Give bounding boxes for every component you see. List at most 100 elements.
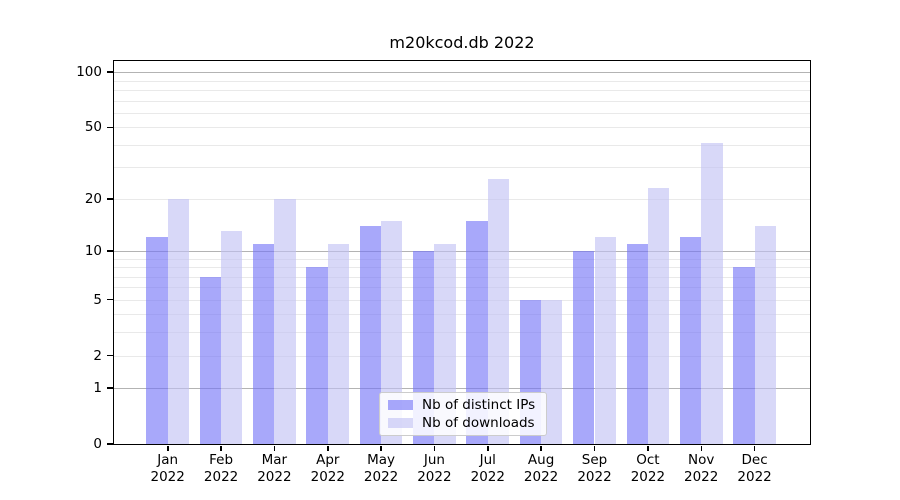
x-tick-label: Apr 2022 — [296, 452, 360, 486]
y-tick — [107, 198, 113, 200]
x-tick-label-year: 2022 — [684, 469, 719, 485]
y-tick — [107, 250, 113, 252]
x-tick-label-month: Sep — [581, 452, 608, 468]
x-tick-label-year: 2022 — [630, 469, 666, 485]
bar-distinct-ips — [199, 276, 222, 444]
y-tick-label: 50 — [84, 119, 102, 136]
x-tick-label-month: Dec — [741, 452, 768, 468]
x-tick — [167, 445, 169, 451]
y-tick — [107, 354, 113, 357]
x-tick — [593, 445, 596, 451]
bar-distinct-ips — [573, 250, 595, 444]
x-tick-label-year: 2022 — [310, 469, 345, 485]
bar-downloads — [327, 243, 350, 444]
x-tick-label-month: May — [367, 452, 396, 468]
x-tick-label-month: Aug — [527, 452, 555, 468]
bar-downloads — [647, 187, 670, 444]
bar-distinct-ips — [359, 225, 382, 444]
x-tick-label: Nov 2022 — [669, 452, 733, 486]
x-tick-label-month: Jun — [423, 452, 445, 468]
y-tick-label: 10 — [84, 242, 102, 259]
legend-swatch-downloads — [388, 417, 413, 428]
gridline-minor — [114, 89, 810, 91]
bar-downloads — [594, 237, 616, 444]
legend: Nb of distinct IPs Nb of downloads — [379, 392, 547, 436]
legend-item-downloads: Nb of downloads — [388, 415, 538, 431]
y-tick — [107, 387, 113, 389]
bar-distinct-ips — [679, 237, 702, 444]
y-tick-label: 5 — [93, 291, 102, 308]
bar-distinct-ips — [626, 243, 648, 444]
x-tick — [540, 445, 542, 451]
y-tick-label: 0 — [93, 436, 102, 452]
x-tick-label: May 2022 — [349, 452, 413, 486]
gridline-major — [114, 72, 810, 74]
x-tick-label-month: Jul — [479, 452, 496, 468]
x-tick-label-month: Apr — [316, 452, 340, 468]
y-tick-label: 20 — [84, 190, 102, 207]
x-tick-label-month: Oct — [636, 452, 660, 468]
gridline-minor — [114, 127, 810, 129]
bar-distinct-ips — [253, 243, 275, 444]
x-tick-label-year: 2022 — [363, 469, 399, 485]
y-tick — [107, 126, 113, 128]
x-tick — [220, 445, 222, 451]
bar-downloads — [487, 178, 510, 444]
y-tick — [107, 71, 113, 73]
x-tick-label: Dec 2022 — [723, 452, 787, 486]
x-tick-label-month: Nov — [688, 452, 715, 468]
y-tick — [107, 443, 113, 445]
x-tick-label: Sep 2022 — [563, 452, 627, 486]
bar-downloads — [221, 231, 243, 444]
plot-area: m20kcod.db 2022 0 1 2 5 10 20 50 100 Jan 2022 Feb 2… — [76, 33, 811, 485]
x-tick-label-year: 2022 — [523, 469, 559, 485]
y-tick — [107, 298, 113, 301]
x-tick — [700, 445, 702, 451]
legend-label-downloads: Nb of downloads — [422, 414, 535, 431]
x-tick — [433, 445, 436, 451]
x-tick-label: Jun 2022 — [402, 452, 466, 486]
x-tick-label-month: Feb — [209, 452, 234, 468]
chart-title: m20kcod.db 2022 — [389, 33, 535, 52]
x-tick-label-year: 2022 — [417, 469, 452, 485]
x-tick-label-year: 2022 — [257, 469, 292, 485]
x-tick-label: Aug 2022 — [509, 452, 573, 486]
x-tick-label-year: 2022 — [150, 469, 185, 485]
x-tick — [327, 445, 329, 451]
bar-downloads — [274, 198, 296, 444]
bar-downloads — [701, 142, 723, 444]
y-tick-label: 100 — [76, 64, 102, 81]
bar-distinct-ips — [146, 237, 168, 444]
x-tick-label: Jan 2022 — [136, 452, 200, 486]
legend-item-distinct-ips: Nb of distinct IPs — [388, 397, 538, 413]
x-tick-label-month: Jan — [157, 452, 179, 468]
x-tick-label: Feb 2022 — [189, 452, 253, 486]
y-tick-label: 1 — [93, 380, 102, 397]
x-tick-label: Mar 2022 — [242, 452, 306, 486]
x-tick-label-year: 2022 — [470, 469, 505, 485]
bar-downloads — [754, 225, 776, 444]
bar-downloads — [381, 220, 403, 444]
x-tick-label-month: Mar — [261, 452, 288, 468]
x-tick-label-year: 2022 — [737, 469, 772, 485]
legend-swatch-distinct-ips — [388, 400, 413, 411]
x-tick — [273, 445, 276, 451]
x-tick — [380, 445, 382, 451]
legend-label-distinct-ips: Nb of distinct IPs — [422, 397, 536, 414]
gridline-minor — [114, 112, 810, 114]
x-tick-label: Oct 2022 — [616, 452, 680, 486]
bar-distinct-ips — [733, 267, 755, 444]
gridline-minor — [114, 80, 810, 82]
gridline-minor — [114, 100, 810, 102]
y-tick-label: 2 — [93, 347, 102, 364]
x-tick-label: Jul 2022 — [456, 452, 520, 486]
x-tick — [753, 445, 756, 451]
bar-distinct-ips — [466, 220, 488, 444]
bar-distinct-ips — [306, 267, 328, 444]
bar-downloads — [167, 198, 190, 444]
x-tick — [647, 445, 649, 451]
x-tick — [487, 445, 489, 451]
x-tick-label-year: 2022 — [577, 469, 612, 485]
x-tick-label-year: 2022 — [203, 469, 239, 485]
